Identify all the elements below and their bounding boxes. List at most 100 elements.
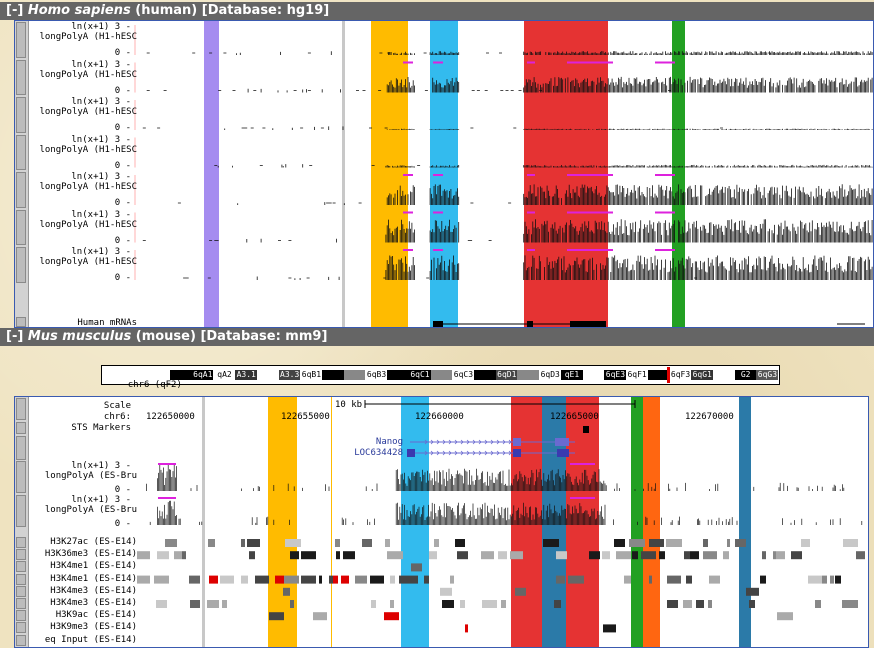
ideogram-band-16: 6qD1	[495, 370, 518, 380]
ideogram-band-10: 6qB3	[365, 370, 388, 380]
human-species-name: Homo sapiens	[27, 3, 131, 18]
ideogram-band-17	[517, 370, 540, 380]
human-signal-1	[146, 51, 873, 55]
ideogram-band-19: qE1	[560, 370, 584, 380]
chip-track-label-1: H3K27ac (ES-E14)	[50, 537, 137, 547]
ideogram-chrom-label: chr6 (qF2)	[127, 380, 182, 390]
ideogram-band-4: A3.1	[235, 370, 258, 380]
gene-track-handle[interactable]	[16, 436, 26, 460]
human-mrna-block-1	[433, 321, 443, 327]
human-signal-6	[142, 219, 873, 243]
human-track-name-1: longPolyA (H1-hESC	[39, 32, 137, 42]
ideogram-band-15	[474, 370, 497, 380]
chip-track-4	[137, 575, 841, 584]
human-track-name-6: longPolyA (H1-hESC	[39, 219, 137, 230]
scale-track-handle[interactable]	[16, 398, 26, 420]
human-signal-7	[183, 255, 873, 280]
chip-track-handle-5[interactable]	[16, 585, 26, 597]
human-highlight-green	[672, 21, 685, 327]
ideogram-band-25: 6qG1	[691, 370, 714, 380]
human-track-handle-4[interactable]	[16, 134, 26, 170]
chip-track-label-7: H3K9ac (ES-E14)	[55, 610, 137, 621]
human-signal-4	[214, 164, 873, 168]
human-genome-browser-panel[interactable]: ln(x+1) 3 - longPolyA (H1-hESC 0 - ln(x+1) …	[14, 20, 874, 328]
ideogram-band-9	[343, 370, 366, 380]
human-track-scale-7: ln(x+1) 3 -	[71, 247, 131, 257]
human-track-zero-4: 0 -	[114, 160, 131, 171]
mouse-track-name-1: longPolyA (ES-Bru	[44, 471, 137, 481]
human-database-label: [Database: hg19]	[201, 3, 330, 18]
ideogram-band-1	[170, 370, 193, 380]
ideogram-band-5	[256, 370, 280, 380]
human-track-zero-3: 0 -	[114, 123, 131, 133]
human-track-name-4: longPolyA (H1-hESC	[39, 144, 137, 155]
mouse-track-name-2: longPolyA (ES-Bru	[44, 505, 137, 515]
chip-track-handle-2[interactable]	[16, 549, 26, 561]
human-common-name: (human)	[135, 3, 198, 18]
mouse-track-scale-1: ln(x+1) 3 -	[71, 461, 131, 471]
human-mrna-block-3	[570, 321, 606, 327]
position-tick-3: 122660000	[415, 412, 464, 422]
ideogram-band-18: 6qD3	[539, 370, 562, 380]
ideogram-band-12: 6qC1	[408, 370, 432, 380]
ideogram-band-22: 6qF1	[626, 370, 649, 380]
mouse-track-gutter	[15, 397, 29, 647]
human-track-handle-6[interactable]	[16, 209, 26, 245]
mouse-collapse-toggle[interactable]: [-]	[6, 329, 24, 344]
human-track-scale-5: ln(x+1) 3 -	[71, 172, 131, 182]
chip-track-1	[165, 539, 858, 547]
chip-track-handle-1[interactable]	[16, 537, 26, 548]
mouse-tracks	[137, 400, 865, 633]
human-track-handle-5[interactable]	[16, 172, 26, 208]
chromosome-ideogram[interactable]: chr6 (qF2) 6qA1 qA2 A3.1 A3.3 6qB1 6qB3 6qC1 6q…	[101, 365, 780, 390]
chip-track-handle-7[interactable]	[16, 610, 26, 622]
human-signal-2	[146, 76, 873, 93]
human-collapse-toggle[interactable]: [-]	[6, 3, 24, 18]
mouse-database-label: [Database: mm9]	[200, 329, 328, 344]
human-track-zero-5: 0 -	[114, 198, 131, 208]
mouse-signal-handle-2[interactable]	[16, 495, 26, 527]
human-mrnas-label: Human mRNAs	[77, 318, 137, 328]
human-highlight-purple	[204, 21, 219, 327]
human-track-scale-6: ln(x+1) 3 -	[71, 209, 131, 220]
chip-track-handle-3[interactable]	[16, 561, 26, 573]
sts-track-handle[interactable]	[16, 422, 26, 434]
position-tick-2: 122655000	[281, 412, 330, 422]
human-signal-tracks	[134, 25, 873, 327]
chip-track-label-4: H3K4me1 (ES-E14)	[50, 573, 137, 584]
ideogram-position-marker	[667, 367, 670, 383]
chip-track-handle-4[interactable]	[16, 573, 26, 585]
mouse-signal-handle-1[interactable]	[16, 461, 26, 493]
human-track-handle-7[interactable]	[16, 247, 26, 283]
human-track-zero-2: 0 -	[114, 85, 131, 96]
chip-track-handle-9[interactable]	[16, 634, 26, 646]
chip-track-label-8: H3K9me3 (ES-E14)	[50, 622, 137, 633]
gene-label-nanog[interactable]: Nanog	[375, 437, 403, 447]
gene-nanog-exon-2	[555, 438, 569, 446]
human-track-handle-2[interactable]	[16, 59, 26, 95]
chip-track-3	[411, 563, 422, 572]
chip-track-label-5: H3K4me3 (ES-E14)	[50, 585, 137, 596]
human-track-handle-1[interactable]	[16, 22, 26, 58]
mouse-genome-browser-panel[interactable]: Scale 10 kb chr6: 122650000 122655000 12…	[14, 396, 869, 648]
human-track-name-2: longPolyA (H1-hESC	[39, 69, 137, 80]
ideogram-band-6: A3.3	[278, 370, 301, 380]
position-tick-1: 122650000	[146, 412, 195, 422]
position-tick-4: 122665000	[550, 412, 599, 422]
ideogram-band-11	[387, 370, 410, 380]
mouse-common-name: (mouse)	[135, 329, 196, 344]
human-mrna-handle[interactable]	[16, 317, 26, 327]
mouse-highlight-orange-line	[331, 397, 332, 647]
human-track-handle-3[interactable]	[16, 97, 26, 133]
chip-track-handle-6[interactable]	[16, 598, 26, 609]
human-track-scale-4: ln(x+1) 3 -	[71, 134, 131, 145]
chip-track-handle-8[interactable]	[16, 622, 26, 634]
mouse-species-name: Mus musculus	[27, 329, 132, 344]
ideogram-band-13	[430, 370, 453, 380]
chrom-position-label: chr6:	[103, 412, 131, 422]
human-track-name-5: longPolyA (H1-hESC	[39, 182, 137, 192]
chip-track-label-6: H3K4me3 (ES-E14)	[50, 598, 137, 608]
gene-label-loc634428[interactable]: LOC634428	[354, 448, 403, 458]
human-track-zero-7: 0 -	[114, 273, 131, 283]
human-track-zero-6: 0 -	[114, 235, 131, 246]
